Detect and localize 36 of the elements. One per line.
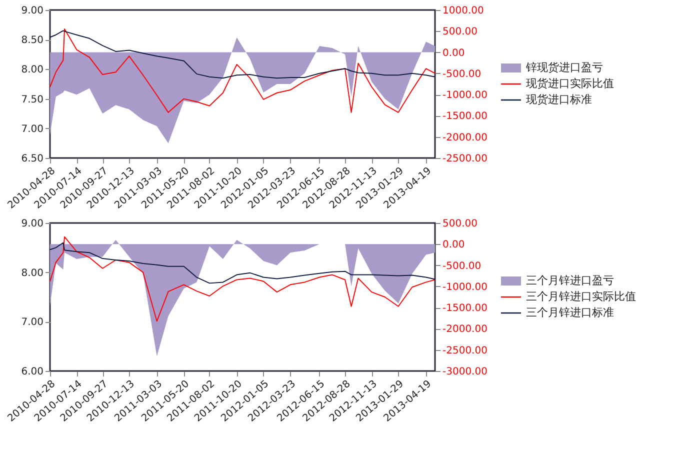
y2-tick-label: 1000.00 [442,6,484,16]
y-tick-label: 7.00 [21,124,44,135]
y2-tick-label: -1500.00 [442,303,488,314]
y2-tick-label: -1500.00 [442,111,488,122]
legend-label: 三个月锌进口标准 [526,306,614,319]
legend-label: 三个月锌进口盈亏 [526,274,614,287]
y2-tick-label: -2500.00 [442,345,488,356]
y2-tick-label: -500.00 [442,260,482,272]
line-series [50,242,436,284]
y-tick-label: 9.00 [21,218,44,230]
y2-tick-label: 0.00 [442,48,465,59]
legend-label: 现货进口标准 [526,93,592,106]
line-series [50,236,436,322]
y-tick-label: 7.00 [21,317,44,328]
y-tick-label: 8.00 [21,268,44,279]
y2-tick-label: -3000.00 [442,366,488,378]
y2-tick-label: -1000.00 [442,90,488,102]
y-tick-label: 8.00 [21,64,44,76]
y2-tick-label: -2000.00 [442,132,488,144]
y2-tick-label: -2000.00 [442,324,488,336]
y2-tick-label: -500.00 [442,68,482,80]
y-tick-label: 9.00 [21,6,44,16]
line-series [50,28,436,113]
line-series [50,30,436,79]
y-tick-label: 6.50 [21,154,44,164]
y2-tick-label: 0.00 [442,240,465,251]
legend-label: 三个月锌进口实际比值 [526,290,636,303]
y2-tick-label: -2500.00 [442,154,488,164]
y2-tick-label: 500.00 [442,218,478,230]
legend-label: 锌现货进口盈亏 [525,61,603,74]
y2-tick-label: -1000.00 [442,282,488,293]
y-tick-label: 7.50 [21,94,44,106]
y-tick-label: 8.50 [21,35,44,46]
y2-tick-label: 500.00 [442,26,478,38]
legend-label: 现货进口实际比值 [526,77,614,90]
y-tick-label: 6.00 [21,366,44,378]
